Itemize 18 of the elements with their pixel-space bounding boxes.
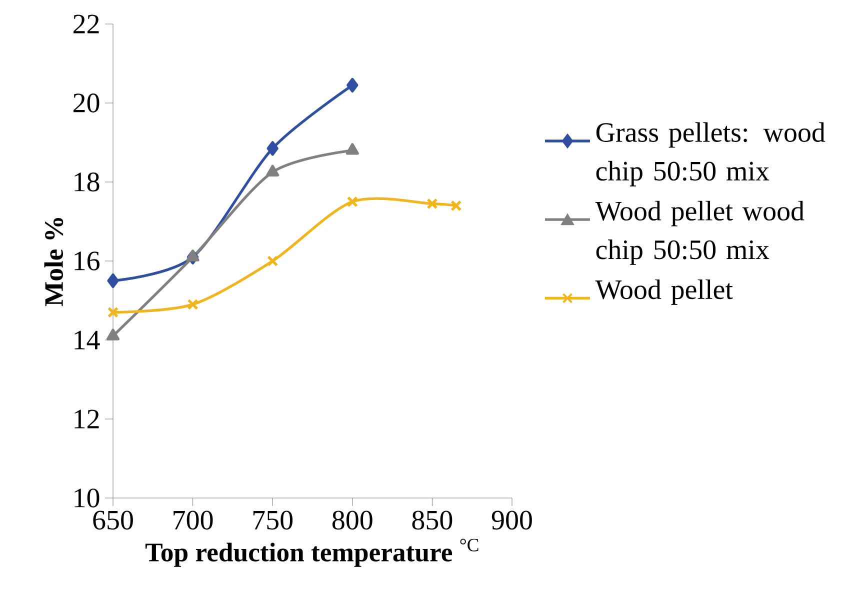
legend-label: Grass pellets: wood chip 50:50 mix: [596, 122, 826, 186]
x-tick-label: 800: [332, 510, 372, 530]
y-tick-label: 10: [74, 488, 100, 508]
y-tick-label: 18: [74, 172, 100, 192]
y-tick-label: 12: [74, 410, 99, 428]
x-tick-label: 700: [174, 510, 213, 530]
legend-label: Wood pellet: [595, 279, 733, 305]
x-axis-title: Top reduction temperature $^{°C}$: [145, 538, 478, 567]
y-tick-label: 20: [74, 94, 100, 112]
legend-label: Wood pellet wood chip 50:50 mix: [595, 200, 804, 265]
y-tick-label: 22: [74, 14, 99, 34]
x-tick-label: 850: [412, 510, 452, 530]
y-tick-label: 14: [74, 330, 100, 350]
x-tick-label: 900: [492, 510, 532, 530]
x-tick-label: 650: [93, 510, 133, 530]
y-axis-title: Mole %: [44, 218, 64, 306]
x-tick-label: 750: [253, 510, 293, 530]
y-tick-label: 16: [74, 252, 100, 270]
